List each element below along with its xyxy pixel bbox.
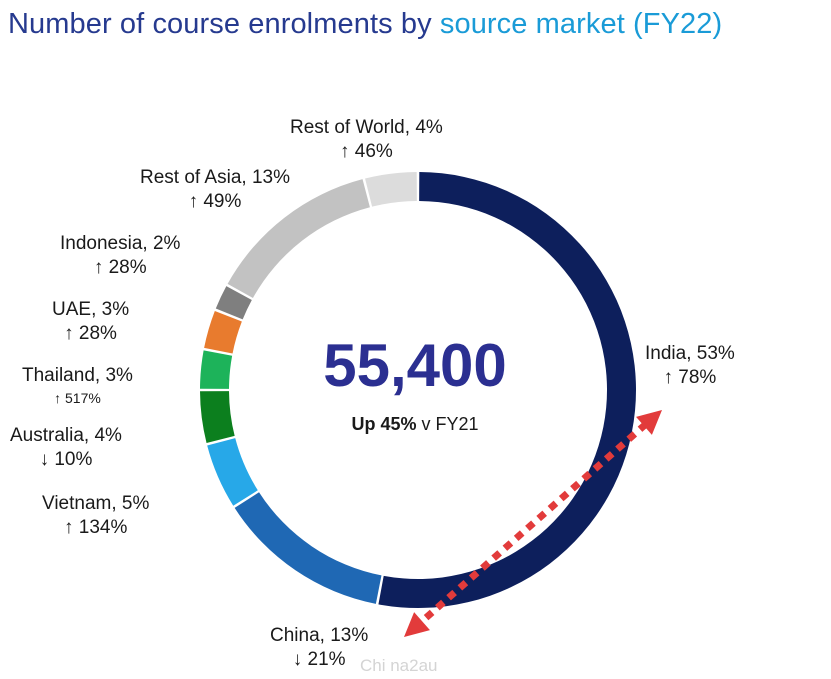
label-vietnam-pct: 5% xyxy=(121,493,150,514)
label-rest-of-world: Rest of World, 4% ↑ 46% xyxy=(290,116,443,164)
label-india-name: India xyxy=(645,343,687,364)
label-indonesia-share: Indonesia, 2% xyxy=(60,233,181,254)
center-growth-bold: Up 45% xyxy=(351,414,417,434)
label-india-share: India, 53% xyxy=(645,343,735,364)
label-thailand-name: Thailand xyxy=(22,365,95,386)
segment-australia xyxy=(200,391,235,443)
label-china: China, 13% ↓ 21% xyxy=(270,624,368,672)
label-rest-of-world-change: ↑ 46% xyxy=(339,141,393,162)
label-rest-of-asia-change: ↑ 49% xyxy=(188,191,242,212)
label-rest-of-asia-name: Rest of Asia xyxy=(140,167,242,188)
label-uae-change: ↑ 28% xyxy=(64,323,117,344)
label-india-change: ↑ 78% xyxy=(663,367,717,388)
segment-indonesia xyxy=(215,286,252,320)
segment-uae xyxy=(204,310,242,354)
label-vietnam-share: Vietnam, 5% xyxy=(42,493,150,514)
segment-rest-of-asia xyxy=(227,179,370,298)
label-thailand-change: ↑ 517% xyxy=(54,390,101,406)
label-uae-name: UAE xyxy=(52,299,92,320)
label-thailand-share: Thailand, 3% xyxy=(22,365,133,386)
chart-title-part2: source market (FY22) xyxy=(439,8,723,40)
annotation-arrow xyxy=(404,410,662,637)
label-china-pct: 13% xyxy=(330,625,369,646)
label-australia-share: Australia, 4% xyxy=(10,425,122,446)
label-rest-of-world-share: Rest of World, 4% xyxy=(290,117,443,138)
label-rest-of-asia-pct: 13% xyxy=(251,167,290,188)
label-china-share: China, 13% xyxy=(270,625,369,646)
arrow-head-china xyxy=(404,612,430,637)
label-indonesia-change: ↑ 28% xyxy=(93,257,147,278)
label-indonesia: Indonesia, 2% ↑ 28% xyxy=(60,232,180,280)
label-china-change: ↓ 21% xyxy=(292,649,346,670)
label-australia-change: ↓ 10% xyxy=(39,449,93,470)
chart-title-part1: Number of course enrolments by xyxy=(8,8,432,40)
watermark: Chi na2au xyxy=(360,656,438,675)
label-vietnam: Vietnam, 5% ↑ 134% xyxy=(42,492,149,540)
label-australia-name: Australia xyxy=(10,425,84,446)
segment-china xyxy=(234,492,382,604)
arrow-shaft xyxy=(417,421,649,626)
label-uae: UAE, 3% ↑ 28% xyxy=(52,298,129,346)
label-australia-pct: 4% xyxy=(94,425,122,446)
chart-title: Number of course enrolments by source ma… xyxy=(8,8,722,41)
segment-vietnam xyxy=(207,438,258,506)
center-growth-rest: v FY21 xyxy=(421,414,479,434)
label-rest-of-asia: Rest of Asia, 13% ↑ 49% xyxy=(140,166,290,214)
label-thailand-pct: 3% xyxy=(105,365,133,386)
donut-segments xyxy=(200,172,637,609)
label-australia: Australia, 4% ↓ 10% xyxy=(10,424,122,472)
label-indonesia-name: Indonesia xyxy=(60,233,143,254)
label-india: India, 53% ↑ 78% xyxy=(645,342,735,390)
center-total: 55,400 xyxy=(323,332,507,399)
arrow-head-india xyxy=(636,410,662,435)
label-rest-of-world-pct: 4% xyxy=(415,117,443,138)
segment-rest-of-world xyxy=(365,172,417,207)
label-rest-of-world-name: Rest of World xyxy=(290,117,405,138)
label-thailand: Thailand, 3% ↑ 517% xyxy=(22,364,133,408)
label-uae-share: UAE, 3% xyxy=(52,299,130,320)
label-indonesia-pct: 2% xyxy=(152,233,181,254)
label-china-name: China xyxy=(270,625,320,646)
label-rest-of-asia-share: Rest of Asia, 13% xyxy=(140,167,290,188)
segment-thailand xyxy=(200,350,233,389)
label-vietnam-name: Vietnam xyxy=(42,493,112,514)
label-uae-pct: 3% xyxy=(101,299,130,320)
center-growth: Up 45% v FY21 xyxy=(310,414,520,435)
label-india-pct: 53% xyxy=(696,343,735,364)
label-vietnam-change: ↑ 134% xyxy=(64,517,128,538)
